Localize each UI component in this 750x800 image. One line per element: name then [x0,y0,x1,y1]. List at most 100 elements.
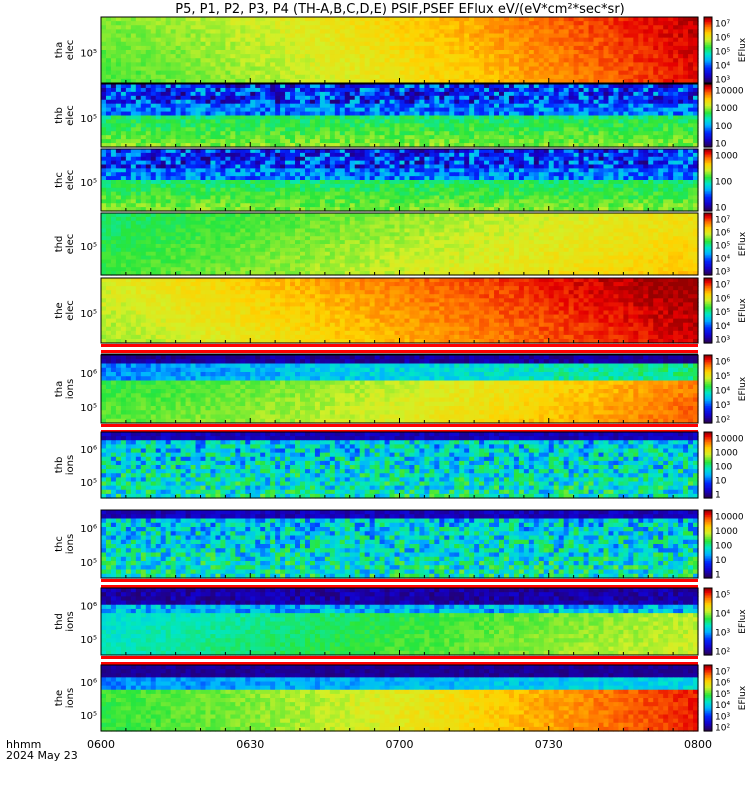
heatmap-cell [290,33,296,39]
heatmap-cell [518,17,525,22]
heatmap-cell [648,131,654,136]
heatmap-cell [165,87,172,93]
heatmap-cell [170,149,177,154]
heatmap-cell [250,123,256,128]
heatmap-cell [533,164,540,169]
heatmap-cell [280,50,286,55]
heatmap-cell [344,29,351,35]
heatmap-cell [394,25,401,30]
heatmap-cell [459,45,465,51]
heatmap-cell [101,123,107,128]
heatmap-cell [349,74,356,80]
heatmap-cell [424,107,430,113]
heatmap-cell [508,111,515,117]
heatmap-cell [449,33,455,39]
heatmap-cell [643,17,649,22]
heatmap-cell [374,84,381,89]
heatmap-cell [414,91,420,97]
heatmap-cell [633,176,639,181]
heatmap-cell [399,143,406,148]
heatmap-cell [120,119,127,124]
heatmap-cell [245,156,251,162]
heatmap-cell [185,103,192,109]
heatmap-cell [528,172,535,177]
heatmap-cell [678,119,684,124]
heatmap-cell [185,119,192,124]
heatmap-cell [429,54,435,59]
heatmap-cell [449,74,455,80]
heatmap-cell [220,127,226,132]
heatmap-cell [538,74,545,80]
heatmap-cell [603,62,610,68]
heatmap-cell [329,62,336,68]
heatmap-cell [319,50,326,55]
heatmap-cell [409,127,416,132]
heatmap-cell [175,123,182,128]
heatmap-cell [643,91,649,97]
heatmap-cell [469,143,475,148]
heatmap-cell [543,107,550,113]
heatmap-cell [334,95,341,101]
heatmap-cell [648,58,654,63]
heatmap-cell [618,168,624,173]
heatmap-cell [538,91,545,97]
heatmap-cell [479,54,485,59]
heatmap-cell [459,62,465,68]
heatmap-cell [205,54,212,59]
heatmap-cell [334,37,341,43]
heatmap-cell [588,135,595,140]
heatmap-cell [270,135,276,140]
heatmap-cell [205,168,212,173]
heatmap-cell [409,17,416,22]
heatmap-cell [235,176,241,181]
heatmap-cell [379,41,386,47]
heatmap-cell [354,164,361,169]
heatmap-cell [270,45,276,51]
heatmap-cell [125,143,132,148]
heatmap-cell [185,99,192,105]
heatmap-cell [578,45,585,51]
heatmap-cell [553,45,560,51]
heatmap-cell [444,45,450,51]
heatmap-cell [215,21,221,26]
heatmap-cell [439,123,445,128]
heatmap-cell [265,84,271,89]
heatmap-cell [638,41,644,47]
heatmap-cell [150,172,157,177]
heatmap-cell [280,111,286,117]
heatmap-cell [628,33,634,39]
heatmap-cell [588,143,595,148]
heatmap-cell [464,160,470,166]
heatmap-cell [334,29,341,35]
heatmap-cell [290,119,296,124]
heatmap-cell [354,127,361,132]
heatmap-cell [543,172,550,177]
heatmap-cell [160,91,167,97]
heatmap-cell [628,21,634,26]
heatmap-cell [444,25,450,30]
heatmap-cell [538,149,545,154]
heatmap-cell [349,37,356,43]
heatmap-cell [464,149,470,154]
heatmap-cell [225,62,231,68]
heatmap-cell [245,107,251,113]
colorbar-step [704,101,712,104]
heatmap-cell [344,156,351,162]
heatmap-cell [235,66,241,72]
heatmap-cell [359,74,366,80]
heatmap-cell [474,172,480,177]
heatmap-cell [633,87,639,93]
heatmap-cell [200,127,207,132]
heatmap-cell [230,156,236,162]
heatmap-cell [394,84,401,89]
heatmap-cell [429,21,435,26]
heatmap-cell [503,139,510,144]
heatmap-cell [240,160,246,166]
heatmap-cell [469,41,475,47]
heatmap-cell [334,143,341,148]
heatmap-cell [270,29,276,35]
heatmap-cell [484,152,490,158]
heatmap-cell [484,176,490,181]
heatmap-cell [394,17,401,22]
heatmap-cell [588,45,595,51]
